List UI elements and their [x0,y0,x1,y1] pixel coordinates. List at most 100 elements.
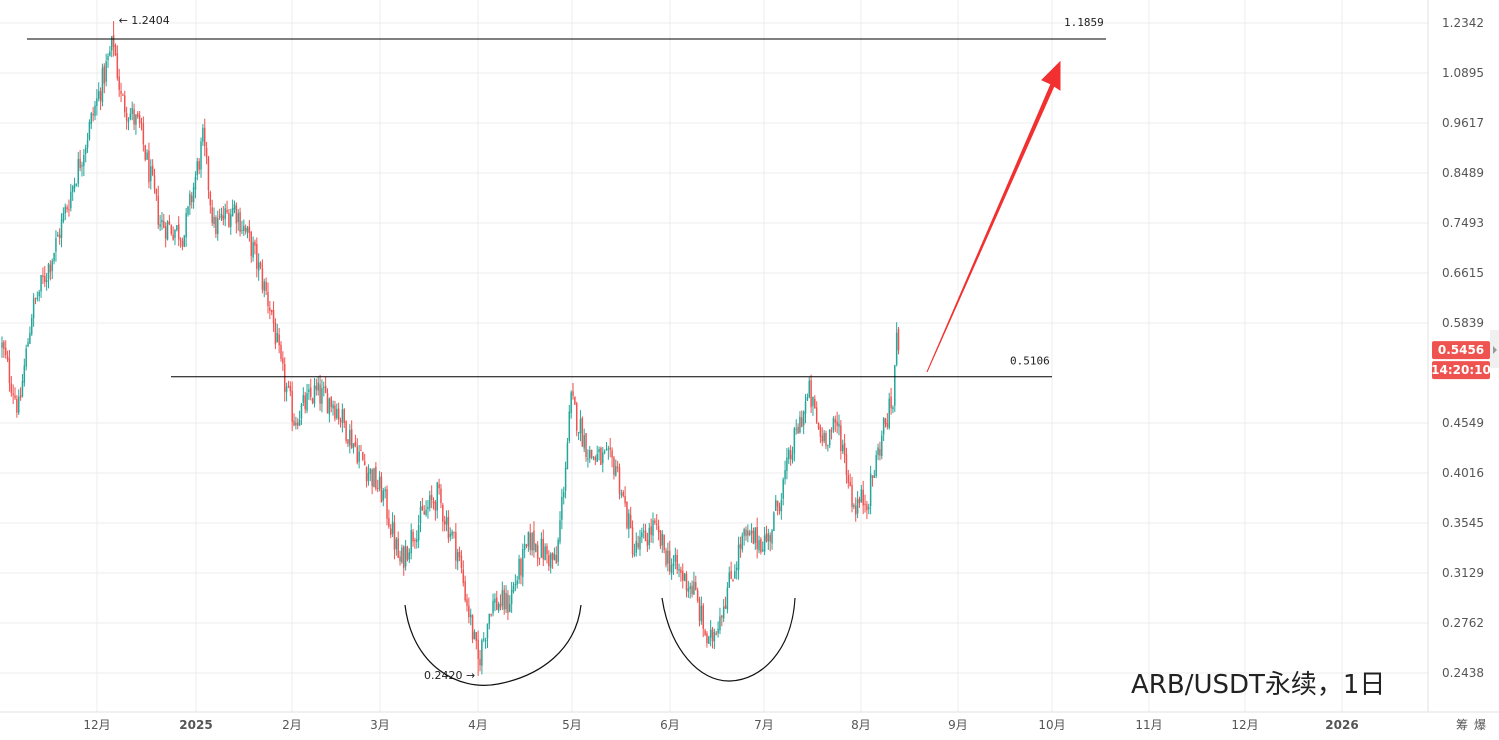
candle-body [693,581,695,595]
candle-body [105,61,107,82]
candle-body [332,404,334,409]
candle-body [49,264,52,273]
x-tick-label: 2月 [282,718,302,732]
candle-body [711,628,714,641]
candle-body [280,344,282,359]
candle-body [799,416,801,433]
candle-body [637,543,639,548]
candle-body [176,225,178,231]
candle-body [192,187,195,203]
candle-body [594,457,597,461]
candle-body [51,260,53,271]
candle-body [45,279,48,282]
candle-body [812,396,814,406]
x-tick-label: 4月 [468,718,488,732]
candle-body [419,506,422,523]
candle-body [399,556,401,562]
candle-body [687,588,690,592]
x-tick-label: 9月 [948,718,968,732]
candle-body [745,529,747,537]
candle-body [427,506,429,510]
candle-body [735,567,738,571]
candle-body [295,422,297,426]
candle-body [788,449,790,460]
candle-body [516,580,518,585]
candle-body [38,291,40,297]
candle-body [53,252,55,262]
candle-body [873,475,876,478]
candle-body [892,407,894,410]
candle-body [890,396,892,409]
y-tick-label: 0.5839 [1442,316,1484,330]
candle-body [306,393,308,411]
candle-body [747,530,749,536]
candle-body [453,531,455,533]
candle-body [827,444,829,446]
candle-body [64,206,66,214]
candle-body [443,521,446,525]
candle-body [101,67,104,103]
candle-body [373,468,375,488]
candle-body [445,517,448,525]
candle-body [440,488,442,504]
candle-body [456,551,459,562]
candle-body [73,183,76,189]
candle-body [840,425,842,451]
candle-body [767,533,770,542]
x-tick-label: 10月 [1038,718,1065,732]
candle-body [395,539,398,550]
candle-body [388,518,390,527]
y-tick-label: 0.6615 [1442,266,1484,280]
candle-body [853,504,855,507]
candle-body [484,640,487,642]
candle-body [789,450,792,459]
candle-body [806,397,809,401]
candle-body [808,380,810,398]
candle-body [389,528,392,535]
candle-body [825,432,827,446]
candle-body [298,419,301,426]
candle-body [189,194,191,206]
candle-body [360,450,362,452]
candle-body [125,113,128,121]
candle-body [600,447,602,465]
candle-body [655,523,658,525]
candle-body [536,545,539,559]
candle-body [722,606,725,619]
candle-body [194,176,197,190]
candle-body [122,94,124,96]
candle-body [683,573,686,582]
candle-body [732,580,734,582]
candle-body [451,531,453,536]
candle-body [207,157,210,191]
candle-body [605,449,608,451]
candle-body [797,426,799,434]
candle-body [620,493,623,496]
candle-body [168,221,171,225]
candle-body [155,188,158,195]
candle-body [423,511,425,515]
candle-body [527,532,530,547]
candle-body [215,217,217,234]
candle-body [347,439,349,444]
candles-group [1,20,900,676]
candle-body [817,422,820,429]
candle-body [1,342,3,348]
candle-body [696,590,699,601]
candle-body [32,298,35,319]
candle-body [179,239,182,241]
x-tick-label: 3月 [370,718,390,732]
candle-body [34,297,37,299]
candle-body [425,509,427,516]
candle-body [877,447,879,456]
candle-body [246,227,249,233]
candle-body [276,332,279,343]
candle-body [734,571,736,579]
candle-body [220,213,223,219]
candle-body [261,268,264,290]
candle-body [94,105,96,116]
candle-body [62,212,65,222]
candle-body [252,242,254,258]
candle-body [185,213,187,238]
candle-body [704,630,706,635]
